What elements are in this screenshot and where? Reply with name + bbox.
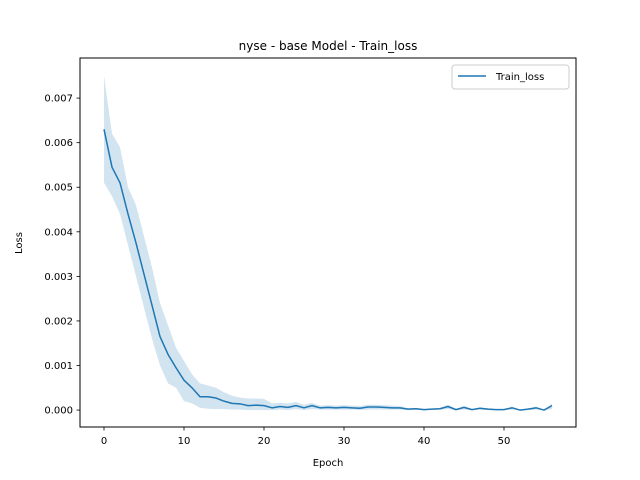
y-tick-label: 0.005: [44, 183, 73, 194]
y-tick-label: 0.001: [44, 361, 73, 372]
x-tick-label: 30: [338, 436, 351, 447]
y-tick-label: 0.006: [44, 138, 73, 149]
axes-frame: [79, 57, 577, 428]
y-tick-label: 0.004: [44, 227, 73, 238]
y-tick-label: 0.000: [44, 406, 73, 417]
series-line-train-loss: [103, 129, 553, 411]
x-tick-label: 0: [101, 436, 107, 447]
chart-title: nyse - base Model - Train_loss: [239, 39, 418, 53]
x-tick-label: 50: [498, 436, 511, 447]
legend: Train_loss: [451, 64, 570, 90]
plot-area: [103, 75, 553, 411]
legend-box: [451, 64, 570, 90]
x-tick-label: 10: [178, 436, 191, 447]
x-tick-label: 20: [258, 436, 271, 447]
y-tick-label: 0.003: [44, 272, 73, 283]
y-tick-label: 0.007: [44, 94, 73, 105]
x-axis-label: Epoch: [313, 458, 344, 469]
y-axis: 0.000 0.001 0.002 0.003 0.004 0.005 0.006 0.007: [44, 94, 80, 417]
x-tick-label: 40: [418, 436, 431, 447]
x-axis: 0 10 20 30 40 50: [101, 427, 511, 447]
y-axis-label: Loss: [14, 232, 25, 254]
legend-label-train-loss: Train_loss: [495, 72, 544, 83]
y-tick-label: 0.002: [44, 316, 73, 327]
